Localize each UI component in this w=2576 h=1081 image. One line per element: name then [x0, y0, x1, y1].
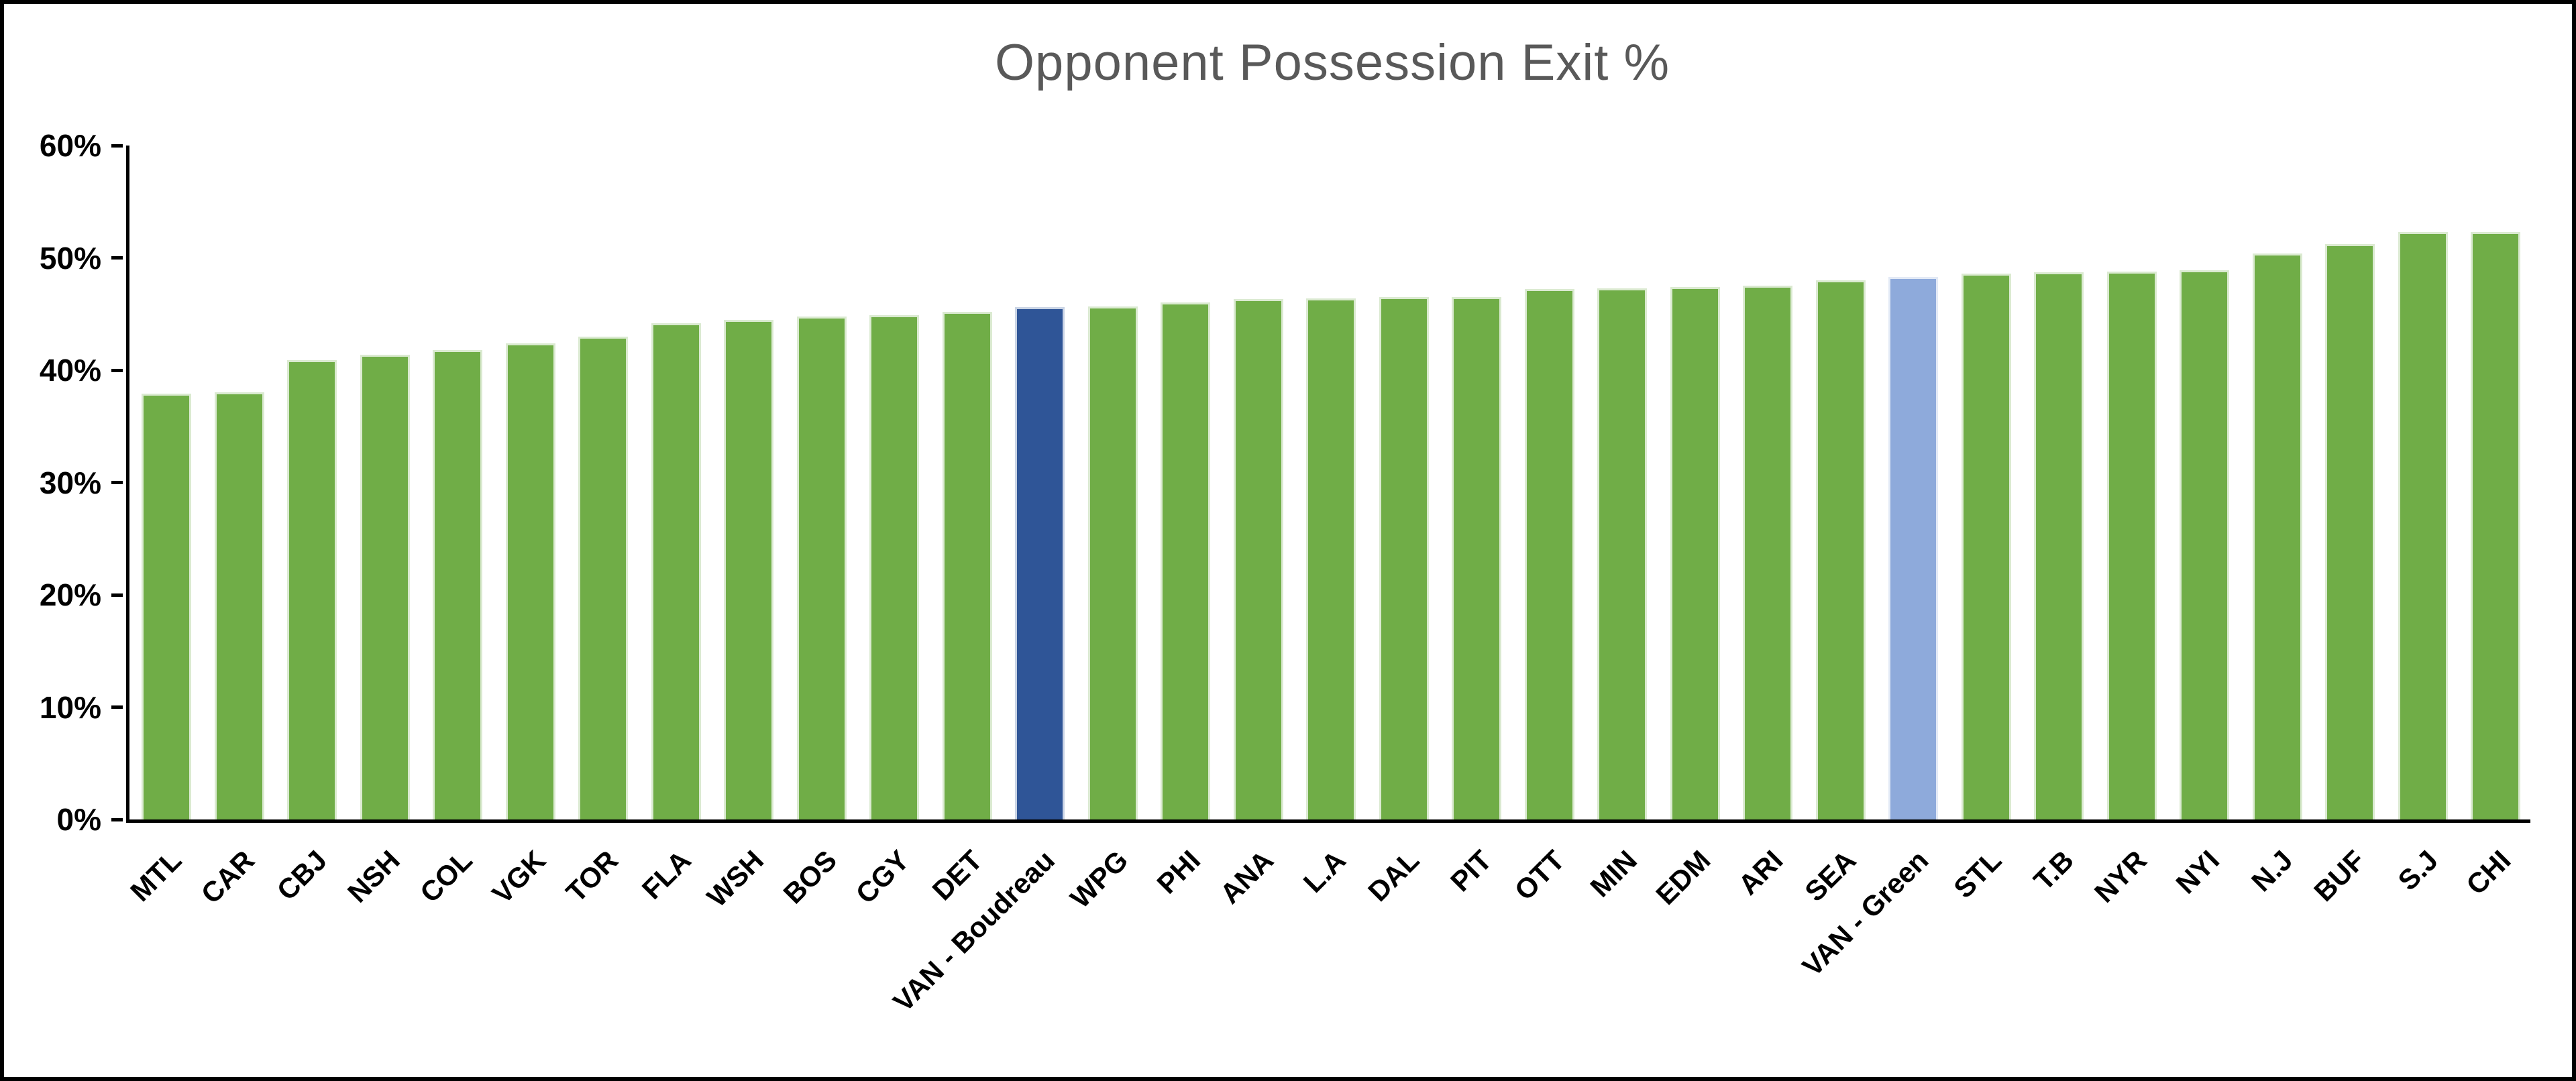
x-tick-label: NSH	[341, 844, 407, 909]
x-tick-label: NYR	[2088, 844, 2153, 909]
bar-van-boudreau	[1015, 307, 1065, 819]
x-tick-label: PIT	[1444, 844, 1498, 898]
x-tick-label: N.J	[2245, 844, 2299, 898]
bar-buf	[2325, 244, 2375, 819]
bar-phi	[1161, 302, 1210, 819]
bar-det	[943, 312, 992, 819]
bar-bos	[797, 317, 847, 819]
x-tick-label: ANA	[1214, 844, 1280, 910]
bar-l-a	[1306, 298, 1356, 819]
bar-s-j	[2398, 232, 2448, 819]
x-tick-label: S.J	[2392, 844, 2445, 897]
y-tick-mark	[111, 256, 123, 260]
x-tick-label: DAL	[1361, 844, 1426, 908]
y-tick-label: 40%	[39, 353, 101, 388]
y-tick-label: 60%	[39, 128, 101, 163]
bar-nyr	[2107, 272, 2157, 819]
chart-title: Opponent Possession Exit %	[994, 34, 1670, 91]
x-tick-label: COL	[414, 844, 479, 909]
y-tick-mark	[111, 481, 123, 484]
bar-cbj	[287, 360, 337, 819]
x-tick-label: CHI	[2459, 844, 2517, 901]
x-tick-label: OTT	[1508, 844, 1571, 907]
bar-wsh	[724, 320, 773, 819]
bar-ana	[1234, 299, 1283, 819]
bar-n-j	[2253, 253, 2302, 819]
x-tick-label: FLA	[636, 844, 698, 905]
x-tick-label: ARI	[1731, 844, 1789, 901]
bar-dal	[1379, 297, 1429, 819]
x-tick-label: MIN	[1584, 844, 1644, 903]
y-tick-mark	[111, 369, 123, 372]
bar-vgk	[506, 343, 555, 819]
y-axis: 0% 10% 20% 30% 40% 50% 60%	[4, 130, 126, 835]
x-tick-label: CGY	[849, 844, 916, 910]
x-tick-label: BOS	[777, 844, 843, 910]
bar-col	[433, 350, 482, 819]
x-tick-label: STL	[1947, 844, 2008, 905]
y-tick-label: 50%	[39, 241, 101, 276]
x-tick-label: VAN - Green	[1796, 844, 1935, 982]
y-tick-mark	[111, 144, 123, 148]
bar-nyi	[2180, 270, 2229, 819]
bar-van-green	[1888, 277, 1938, 819]
bar-sea	[1816, 280, 1866, 819]
x-tick-label: CAR	[195, 844, 261, 910]
bar-cgy	[869, 315, 919, 819]
y-tick-mark	[111, 818, 123, 821]
x-tick-label: MTL	[123, 844, 188, 908]
y-tick-label: 30%	[39, 465, 101, 500]
x-tick-label: T.B	[2027, 844, 2080, 897]
y-tick-mark	[111, 593, 123, 597]
x-tick-label: VGK	[486, 844, 552, 910]
bar-fla	[651, 323, 701, 819]
x-tick-label: TOR	[559, 844, 625, 909]
x-tick-label: NYI	[2169, 844, 2226, 900]
bar-pit	[1452, 297, 1501, 819]
bar-nsh	[360, 355, 410, 819]
x-tick-label: L.A	[1297, 844, 1352, 899]
y-tick-label: 0%	[56, 802, 101, 837]
bar-mtl	[142, 394, 191, 819]
bar-min	[1597, 288, 1647, 819]
bar-edm	[1670, 287, 1720, 819]
x-tick-label: WPG	[1063, 844, 1134, 915]
bar-chi	[2471, 232, 2520, 819]
x-tick-label: EDM	[1649, 844, 1717, 911]
x-tick-label: PHI	[1150, 844, 1207, 900]
x-tick-label: DET	[926, 844, 989, 907]
bar-wpg	[1088, 306, 1138, 819]
bar-ari	[1743, 286, 1792, 819]
bar-car	[215, 392, 264, 819]
bar-ott	[1525, 289, 1574, 819]
bar-stl	[1962, 274, 2011, 819]
x-tick-label: SEA	[1798, 844, 1862, 908]
y-tick-label: 10%	[39, 690, 101, 725]
plot-area	[126, 146, 2530, 823]
y-tick-mark	[111, 705, 123, 709]
x-tick-label: VAN - Boudreau	[887, 844, 1061, 1018]
y-tick-label: 20%	[39, 577, 101, 612]
x-tick-label: WSH	[700, 844, 770, 913]
bar-tor	[578, 337, 628, 819]
x-tick-label: CBJ	[270, 844, 333, 907]
x-tick-label: BUF	[2307, 844, 2371, 908]
bar-t-b	[2034, 272, 2084, 819]
